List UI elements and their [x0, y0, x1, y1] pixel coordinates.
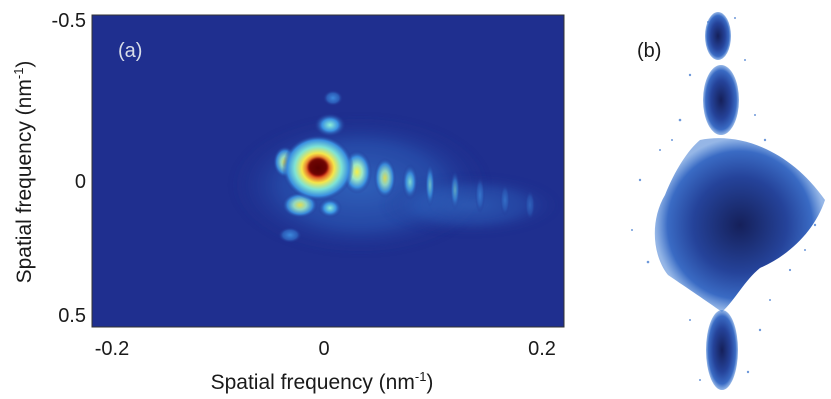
plot-frame [91, 14, 565, 328]
x-axis-label-text: Spatial frequency (nm [211, 371, 415, 394]
panel-a-heatmap: (a) -0.5 0 0.5 -0.2 0 0.2 Spatial freque… [11, 10, 565, 394]
y-axis-label-end: ) [13, 61, 36, 68]
x-tick-label: 0 [318, 338, 329, 360]
reconstructed-object [631, 12, 825, 390]
speckle-dots [631, 17, 817, 381]
y-tick-label: 0 [75, 171, 86, 193]
panel-a-label: (a) [118, 40, 142, 62]
x-tick-label: -0.2 [95, 338, 129, 360]
x-axis-label-sup: -1 [415, 369, 427, 384]
y-axis-label: Spatial frequency (nm-1) [11, 61, 36, 284]
y-axis-label-sup: -1 [11, 68, 26, 80]
heatmap-intensity [230, 90, 560, 255]
x-tick-label: 0.2 [528, 338, 556, 360]
y-axis-label-text: Spatial frequency (nm [13, 79, 36, 283]
x-axis-label: Spatial frequency (nm-1) [211, 369, 434, 394]
x-axis-label-end: ) [426, 371, 433, 394]
y-tick-label: 0.5 [58, 305, 86, 327]
panel-b-reconstruction: (b) [631, 12, 825, 390]
panel-b-label: (b) [637, 40, 661, 62]
y-tick-label: -0.5 [52, 10, 86, 32]
